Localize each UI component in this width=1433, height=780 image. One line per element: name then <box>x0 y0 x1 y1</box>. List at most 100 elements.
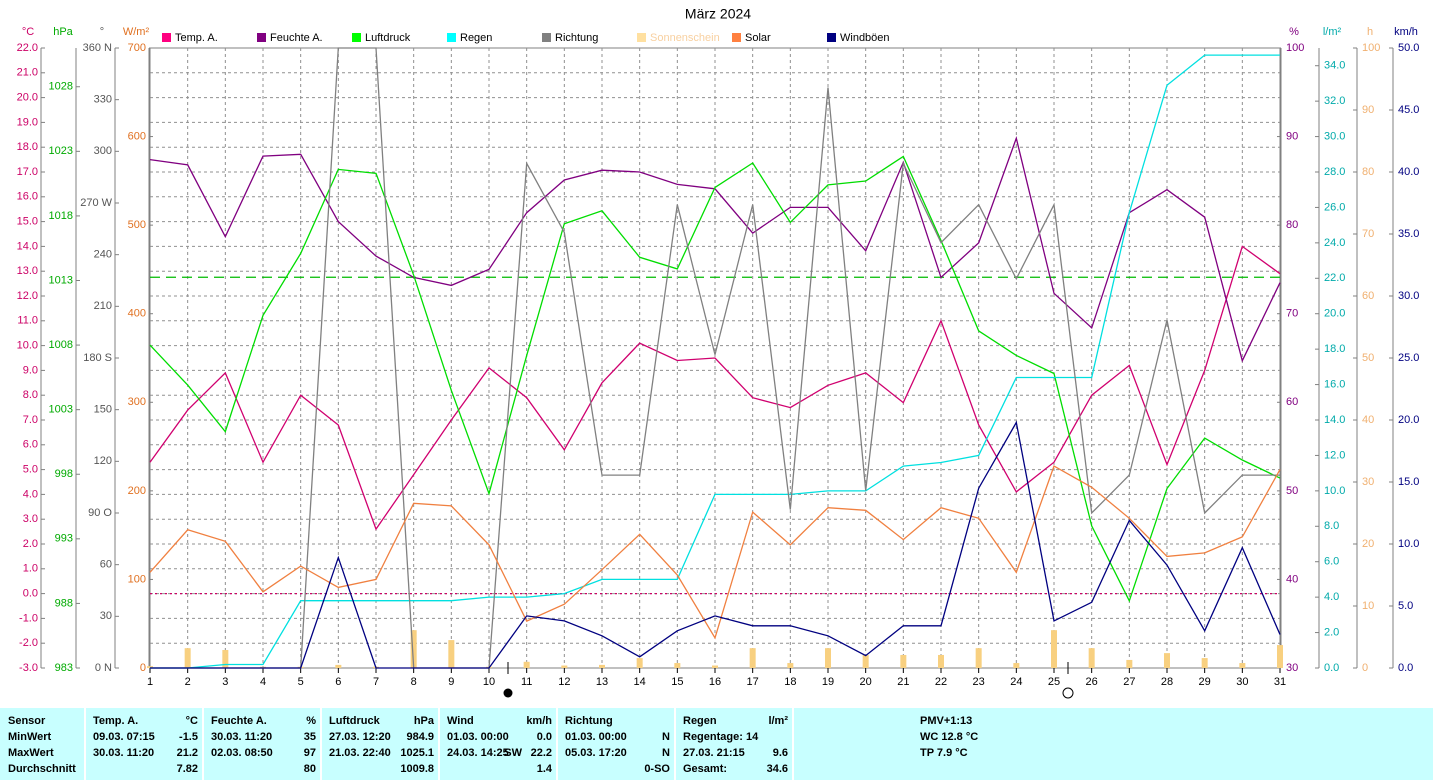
y-tick-label: -2.0 <box>19 637 38 649</box>
sunshine-bar <box>1088 648 1095 668</box>
y-tick-label: 12.0 <box>1324 449 1345 461</box>
sunshine-bar <box>335 664 342 668</box>
y-tick-label: 2.0 <box>1324 626 1339 638</box>
table-cell: 30.03. 11:20 <box>93 747 154 759</box>
column-header: Temp. A. <box>93 715 138 727</box>
y-tick-label: 1008 <box>49 339 73 351</box>
row-label: Sensor <box>8 715 46 727</box>
sunshine-bar <box>1239 663 1246 668</box>
sunshine-bar <box>184 648 191 668</box>
x-tick-label: 14 <box>634 676 646 688</box>
x-tick-label: 11 <box>521 676 532 688</box>
legend-label: Sonnenschein <box>650 32 720 44</box>
y-tick-label: 0.0 <box>1324 662 1339 674</box>
x-tick-label: 3 <box>222 676 228 688</box>
sunshine-bar <box>561 665 568 668</box>
column-unit: km/h <box>526 715 552 727</box>
y-tick-label: 30.0 <box>1324 130 1345 142</box>
sunshine-bar <box>222 650 229 668</box>
x-tick-label: 4 <box>260 676 266 688</box>
series-line <box>150 47 1280 669</box>
y-tick-label: 14.0 <box>1324 414 1345 426</box>
column-header: Regen <box>683 715 717 727</box>
y-tick-label: 40 <box>1362 414 1374 426</box>
legend-label: Richtung <box>555 32 598 44</box>
table-cell: 0-SO <box>644 763 670 775</box>
y-tick-label: 10.0 <box>17 340 38 352</box>
x-tick-label: 18 <box>784 676 796 688</box>
y-tick-label: 6.0 <box>1324 556 1339 568</box>
y-tick-label: 18.0 <box>1324 343 1345 355</box>
legend-swatch <box>352 33 361 42</box>
axis-unit: hPa <box>53 26 73 38</box>
pmv-line: TP 7.9 °C <box>920 747 968 759</box>
column-header: Luftdruck <box>329 715 381 727</box>
y-tick-label: 0.0 <box>23 588 38 600</box>
y-tick-label: 20.0 <box>17 92 38 104</box>
y-tick-label: 300 <box>94 145 112 157</box>
y-tick-label: 9.0 <box>23 364 38 376</box>
x-tick-label: 12 <box>558 676 570 688</box>
table-cell: 30.03. 11:20 <box>211 731 272 743</box>
y-tick-label: 20.0 <box>1398 414 1419 426</box>
y-tick-label: 100 <box>1362 42 1380 54</box>
y-tick-label: 1018 <box>49 210 73 222</box>
series-line <box>150 54 1280 669</box>
column-header: Wind <box>447 715 474 727</box>
y-tick-label: 60 <box>1286 396 1298 408</box>
y-tick-label: 24.0 <box>1324 237 1345 249</box>
sunshine-bar <box>862 654 869 668</box>
legend-label: Luftdruck <box>365 32 411 44</box>
y-tick-label: 25.0 <box>1398 352 1419 364</box>
table-cell: 27.03. 21:15 <box>683 747 745 759</box>
y-tick-label: 60 <box>1362 290 1374 302</box>
y-tick-label: 3.0 <box>23 513 38 525</box>
y-tick-label: 10.0 <box>1324 485 1345 497</box>
row-label: Durchschnitt <box>8 763 76 775</box>
sunshine-bar <box>1051 630 1057 668</box>
y-tick-label: 1003 <box>49 404 73 416</box>
y-tick-label: 4.0 <box>23 488 38 500</box>
x-tick-label: 22 <box>935 676 947 688</box>
table-cell: SW <box>504 747 522 759</box>
row-label: MinWert <box>8 731 52 743</box>
chart-title: März 2024 <box>685 6 751 22</box>
y-tick-label: 40 <box>1286 573 1298 585</box>
legend-swatch <box>257 33 266 42</box>
table-cell: Gesamt: <box>683 763 727 775</box>
x-tick-label: 20 <box>860 676 872 688</box>
y-tick-label: 360 N <box>83 42 112 54</box>
sunshine-bar <box>825 648 831 668</box>
y-tick-label: 70 <box>1286 308 1298 320</box>
y-tick-label: 988 <box>55 597 73 609</box>
x-tick-label: 30 <box>1236 676 1248 688</box>
y-tick-label: 21.0 <box>17 67 38 79</box>
table-cell: 1025.1 <box>400 747 434 759</box>
table-cell: N <box>662 747 670 759</box>
y-tick-label: 50.0 <box>1398 42 1419 54</box>
y-tick-label: 0.0 <box>1398 662 1413 674</box>
y-tick-label: 34.0 <box>1324 60 1345 72</box>
sunshine-bar <box>1013 663 1020 668</box>
y-tick-label: 32.0 <box>1324 95 1345 107</box>
y-tick-label: 600 <box>128 130 146 142</box>
stats-table: Sensor MinWert MaxWert Durchschnitt Temp. A.… <box>0 708 1433 780</box>
y-tick-label: 80 <box>1286 219 1298 231</box>
column-unit: l/m² <box>768 715 788 727</box>
y-tick-label: 20 <box>1362 538 1374 550</box>
legend-swatch <box>542 33 551 42</box>
y-tick-label: 13.0 <box>17 265 38 277</box>
table-cell: 22.2 <box>531 747 552 759</box>
y-tick-label: 120 <box>94 455 112 467</box>
pmv-title: PMV+1:13 <box>920 715 972 727</box>
y-tick-label: 8.0 <box>1324 520 1339 532</box>
x-tick-label: 16 <box>709 676 721 688</box>
legend-label: Temp. A. <box>175 32 218 44</box>
y-tick-label: 26.0 <box>1324 201 1345 213</box>
x-tick-label: 26 <box>1086 676 1098 688</box>
y-tick-label: 10 <box>1362 600 1374 612</box>
x-tick-label: 2 <box>185 676 191 688</box>
y-tick-label: 180 S <box>83 352 112 364</box>
y-tick-label: 1023 <box>49 145 73 157</box>
legend-swatch <box>827 33 836 42</box>
